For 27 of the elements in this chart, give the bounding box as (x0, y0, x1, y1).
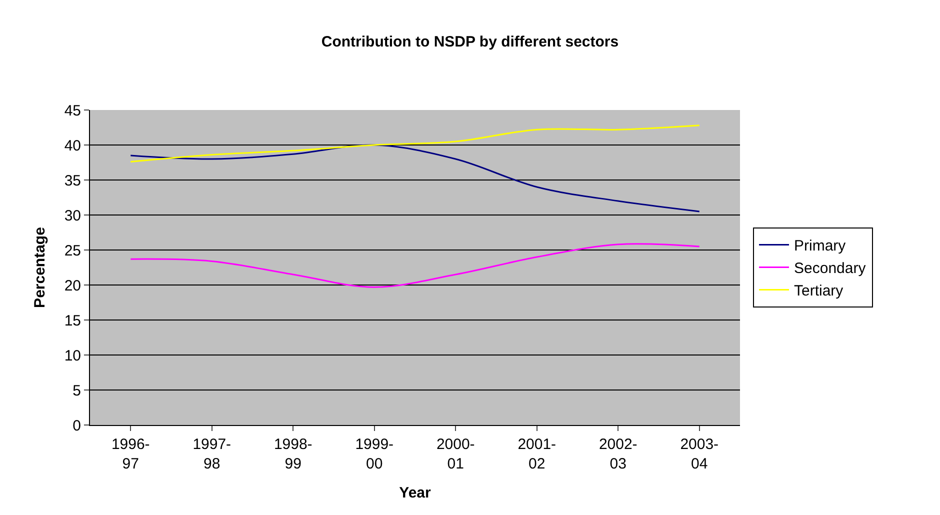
y-tick-label: 25 (64, 242, 81, 260)
x-tick-label: 1997-98 (192, 436, 232, 472)
legend-label: Secondary (794, 260, 866, 278)
line-series (130, 144, 700, 212)
x-tick-label: 2001-02 (518, 436, 556, 472)
y-tick-label: 15 (64, 312, 81, 330)
legend-label: Primary (794, 238, 846, 255)
x-tick-label: 1998-99 (274, 436, 312, 472)
y-tick-label: 5 (72, 382, 81, 400)
y-tick-label: 10 (64, 347, 81, 364)
x-tick-label: 1999-00 (355, 436, 394, 472)
line-series (130, 243, 700, 288)
x-tick-label: 2000-01 (436, 436, 475, 472)
y-tick-label: 45 (64, 102, 81, 120)
x-tick-label: 2002-03 (598, 436, 638, 472)
y-tick-label: 30 (64, 207, 81, 224)
y-axis-title: Percentage (32, 227, 49, 308)
y-tick-label: 40 (64, 137, 81, 154)
x-axis-title: Year (399, 484, 432, 502)
chart-title: Contribution to NSDP by different sectors (321, 34, 619, 51)
y-tick-label: 35 (64, 172, 81, 190)
x-tick-label: 2003-04 (680, 436, 719, 472)
y-tick-label: 20 (64, 277, 81, 294)
y-tick-label: 0 (72, 417, 81, 434)
legend-label: Tertiary (794, 282, 844, 300)
line-series (130, 124, 700, 163)
x-tick-label: 1996-97 (111, 436, 150, 472)
